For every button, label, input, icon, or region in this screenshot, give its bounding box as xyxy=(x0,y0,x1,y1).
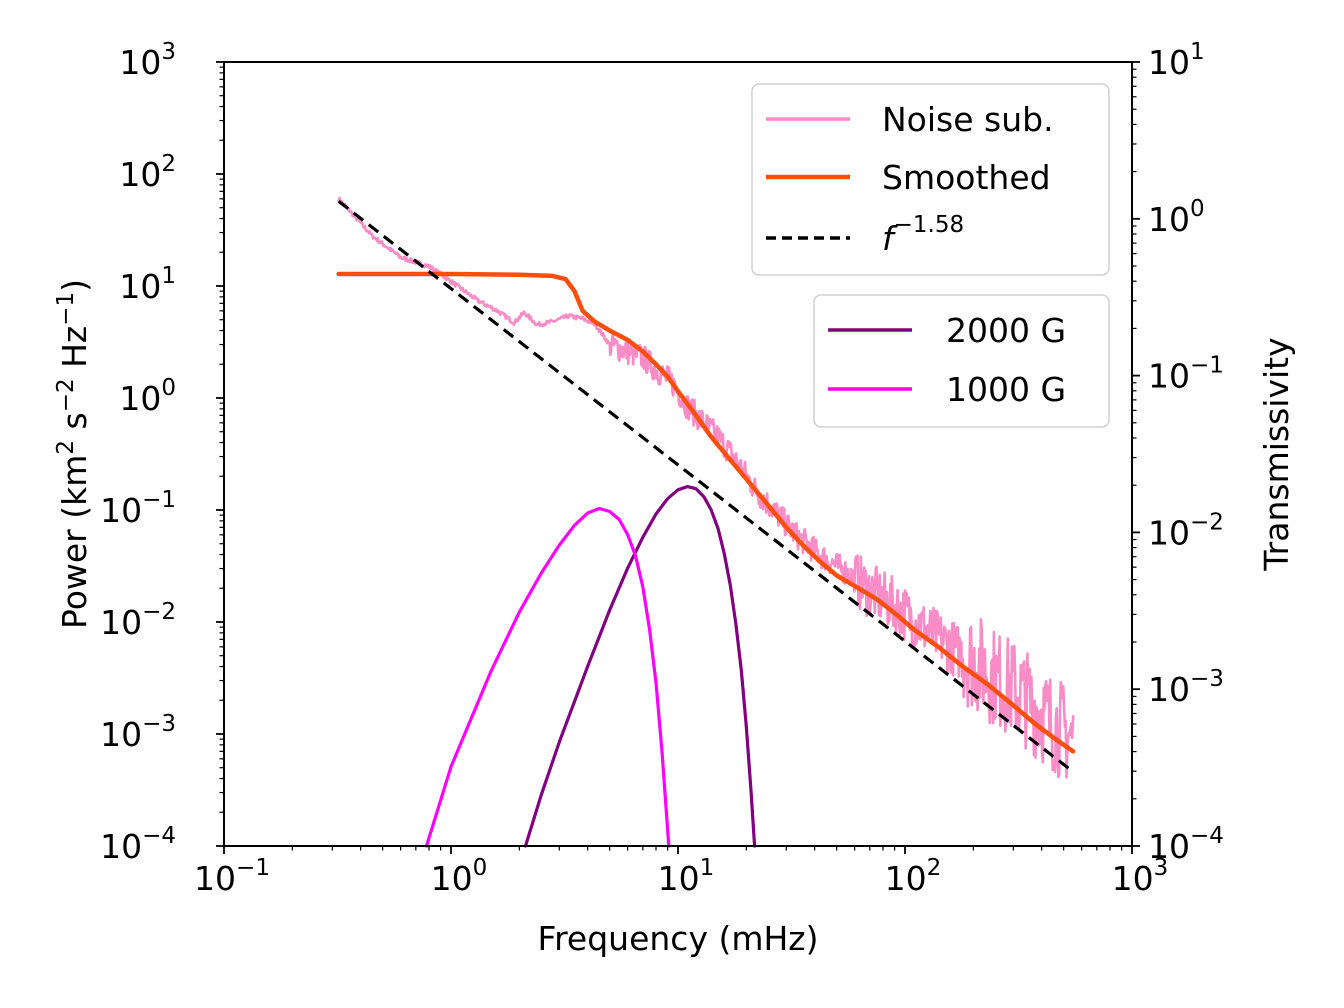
x-tick-label: 103 xyxy=(1112,855,1169,898)
y-tick-label: 103 xyxy=(119,39,176,82)
series-smoothed-line xyxy=(336,271,1076,754)
y-tick-label: 100 xyxy=(119,375,176,418)
y2-tick-label: 10−1 xyxy=(1148,353,1224,396)
y2-tick-label: 10−4 xyxy=(1148,823,1224,866)
series-2000-g-line xyxy=(523,485,757,848)
y2-axis-title: Transmissivity xyxy=(1257,337,1296,571)
label-layer: 10−1 100 101 102 10310−410−310−210−110010110… xyxy=(100,39,1224,898)
y2-tick-label: 10−3 xyxy=(1148,666,1224,709)
legend-main: Noise sub. Smoothed f−1.58 xyxy=(751,83,1110,276)
y-tick-label: 10−3 xyxy=(100,711,176,754)
x-tick-label: 100 xyxy=(431,855,488,898)
legend-field-box xyxy=(813,294,1110,428)
y-tick-label: 10−4 xyxy=(100,823,176,866)
y-axis-title: Power (km2 s−2 Hz−1) xyxy=(53,279,94,629)
legend-2000g-label: 2000 G xyxy=(946,311,1066,350)
x-tick-label: 101 xyxy=(658,855,715,898)
y-tick-label: 10−2 xyxy=(100,599,176,642)
y-tick-label: 10−1 xyxy=(100,487,176,530)
y-tick-label: 101 xyxy=(119,263,176,306)
legend-powerlaw-label: f−1.58 xyxy=(882,212,964,258)
x-tick-label: 102 xyxy=(885,855,942,898)
tick-layer xyxy=(216,61,1140,854)
legend-noise-label: Noise sub. xyxy=(882,100,1054,139)
legend-1000g-label: 1000 G xyxy=(946,370,1066,409)
series-layer xyxy=(336,196,1076,848)
y-tick-label: 102 xyxy=(119,151,176,194)
series-1000-g-line xyxy=(424,506,671,848)
legend-smoothed-label: Smoothed xyxy=(882,158,1051,197)
x-tick-label: 10−1 xyxy=(194,855,270,898)
x-axis-title: Frequency (mHz) xyxy=(538,919,819,958)
y2-tick-label: 10−2 xyxy=(1148,509,1224,552)
series-f-1-58-line xyxy=(337,200,1075,774)
legend-main-box xyxy=(751,83,1110,276)
y2-tick-label: 101 xyxy=(1148,39,1205,82)
legend-field: 2000 G 1000 G xyxy=(813,294,1110,428)
y2-tick-label: 100 xyxy=(1148,196,1205,239)
